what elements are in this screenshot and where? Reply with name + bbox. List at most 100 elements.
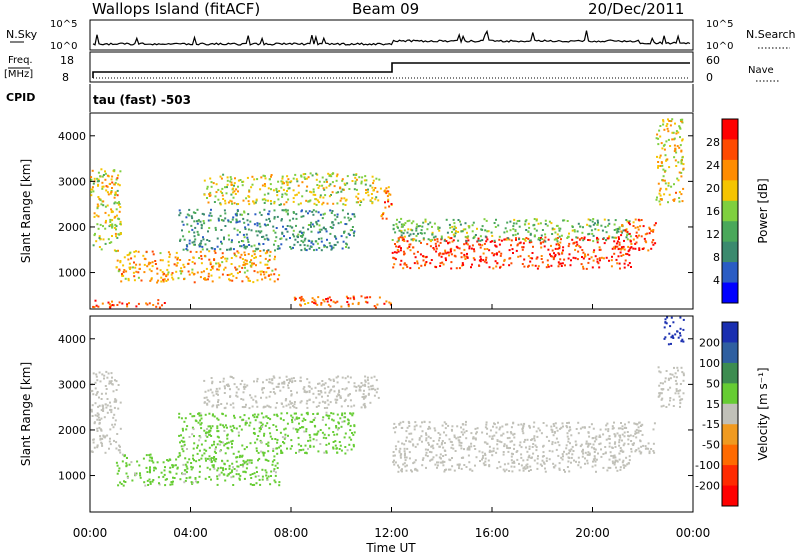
xtick-label-2: 08:00 — [274, 526, 309, 540]
velocity-ytick-label-3: 4000 — [58, 333, 86, 346]
velocity-colorbar-swatch-6 — [722, 444, 738, 466]
velocity-colorbar-tick-7: -200 — [695, 480, 720, 493]
power-colorbar: 4 8 12 16 20 24 28 — [706, 118, 739, 304]
power-echo-region-5 — [379, 186, 393, 220]
power-echo-region-11 — [293, 295, 392, 309]
power-colorbar-swatch-8 — [722, 282, 738, 304]
cpid-text: tau (fast) -503 — [93, 93, 191, 107]
power-colorbar-tick-0: 4 — [713, 274, 720, 287]
power-echo-region-1 — [105, 175, 120, 197]
velocity-colorbar: 200 100 50 15 -15 -50 -100 -200 — [695, 321, 739, 507]
velocity-panel: 1000 2000 3000 4000 Slant Range [km] — [19, 315, 694, 513]
xtick-label-6: 00:00 — [676, 526, 711, 540]
power-echo-region-10 — [92, 299, 166, 309]
power-colorbar-tick-4: 20 — [706, 182, 720, 195]
velocity-colorbar-swatch-2 — [722, 362, 738, 384]
power-colorbar-swatch-7 — [722, 262, 738, 284]
power-ytick-label-0: 1000 — [58, 267, 86, 280]
power-panel: 1000 2000 3000 4000 Slant Range [km] — [19, 112, 694, 310]
nsky-trace — [92, 29, 691, 46]
cpid-label: CPID — [6, 91, 35, 104]
power-echo-region-9 — [655, 118, 685, 206]
velocity-ytick-label-1: 2000 — [58, 424, 86, 437]
power-colorbar-swatch-2 — [722, 159, 738, 181]
velocity-colorbar-swatch-7 — [722, 465, 738, 487]
freq-tick-top: 18 — [60, 54, 74, 67]
nsearch-tick-bottom: 10^0 — [706, 41, 733, 52]
velocity-echo-region-1 — [115, 452, 281, 487]
freq-tick-bottom: 8 — [62, 71, 69, 84]
beam-label: Beam 09 — [352, 0, 419, 18]
chart-title: Wallops Island (fitACF) — [92, 0, 260, 18]
velocity-colorbar-tick-2: 50 — [706, 377, 720, 390]
freq-label: Freq. — [8, 55, 33, 66]
power-colorbar-swatch-4 — [722, 200, 738, 222]
velocity-colorbar-tick-4: -15 — [702, 418, 720, 431]
xtick-label-1: 04:00 — [173, 526, 208, 540]
velocity-echo-region-6 — [657, 366, 685, 408]
power-ytick-label-3: 4000 — [58, 130, 86, 143]
power-echo-region-0 — [90, 168, 122, 252]
nsky-label: N.Sky — [6, 28, 38, 41]
velocity-colorbar-swatch-3 — [722, 383, 738, 405]
velocity-colorbar-swatch-4 — [722, 403, 738, 425]
power-ylabel: Slant Range [km] — [19, 159, 33, 263]
velocity-colorbar-swatch-0 — [722, 322, 738, 343]
freq-panel-frame — [89, 51, 694, 83]
velocity-frame — [89, 315, 694, 513]
power-ytick-label-1: 2000 — [58, 221, 86, 234]
power-echo-region-2 — [115, 249, 281, 284]
velocity-echo-region-7 — [663, 316, 685, 346]
power-colorbar-swatch-6 — [722, 241, 738, 263]
nsky-panel-frame — [89, 19, 694, 51]
power-colorbar-label: Power [dB] — [756, 178, 770, 243]
power-colorbar-tick-3: 16 — [706, 205, 720, 218]
velocity-echo-region-2 — [178, 411, 356, 455]
freq-trace — [92, 62, 690, 78]
velocity-colorbar-tick-3: 15 — [706, 398, 720, 411]
velocity-echo-region-4 — [392, 420, 632, 473]
velocity-colorbar-swatch-5 — [722, 424, 738, 446]
velocity-ytick-label-0: 1000 — [58, 470, 86, 483]
nave-tick-bottom: 0 — [706, 71, 713, 84]
velocity-echo-region-3 — [203, 375, 380, 410]
power-colorbar-tick-1: 8 — [713, 251, 720, 264]
velocity-colorbar-frame — [721, 321, 739, 507]
velocity-colorbar-tick-5: -50 — [702, 439, 720, 452]
velocity-colorbar-tick-1: 100 — [699, 357, 720, 370]
nsky-tick-bottom: 10^0 — [50, 41, 77, 52]
xtick-label-4: 16:00 — [475, 526, 510, 540]
freq-unit-label: [MHz] — [4, 69, 33, 80]
power-colorbar-swatch-0 — [722, 119, 738, 140]
xtick-label-5: 20:00 — [575, 526, 610, 540]
power-colorbar-swatch-5 — [722, 221, 738, 243]
velocity-colorbar-tick-0: 200 — [699, 336, 720, 349]
power-colorbar-swatch-1 — [722, 139, 738, 161]
xtick-label-0: 00:00 — [73, 526, 108, 540]
velocity-echo-region-0 — [90, 370, 122, 454]
velocity-colorbar-tick-6: -100 — [695, 459, 720, 472]
nsearch-tick-top: 10^5 — [706, 19, 733, 30]
power-colorbar-swatch-3 — [722, 180, 738, 202]
power-echo-region-3 — [178, 208, 356, 252]
x-axis-label: Time UT — [365, 541, 416, 554]
power-echo-region-8 — [618, 218, 657, 252]
velocity-echo-region-5 — [617, 421, 656, 455]
velocity-colorbar-label: Velocity [m s⁻¹] — [756, 367, 770, 460]
velocity-colorbar-swatch-8 — [722, 485, 738, 507]
power-colorbar-frame — [721, 118, 739, 304]
power-ytick-label-2: 3000 — [58, 175, 86, 188]
velocity-ylabel: Slant Range [km] — [19, 362, 33, 466]
power-colorbar-tick-2: 12 — [706, 228, 720, 241]
date-label: 20/Dec/2011 — [588, 0, 684, 18]
velocity-ytick-label-2: 3000 — [58, 378, 86, 391]
xtick-label-3: 12:00 — [374, 526, 409, 540]
power-colorbar-tick-6: 28 — [706, 136, 720, 149]
nave-label: Nave — [748, 65, 774, 76]
power-colorbar-tick-5: 24 — [706, 159, 720, 172]
velocity-colorbar-swatch-1 — [722, 342, 738, 364]
nsky-tick-top: 10^5 — [50, 19, 77, 30]
power-frame — [89, 112, 694, 310]
power-echo-region-4 — [203, 172, 381, 207]
